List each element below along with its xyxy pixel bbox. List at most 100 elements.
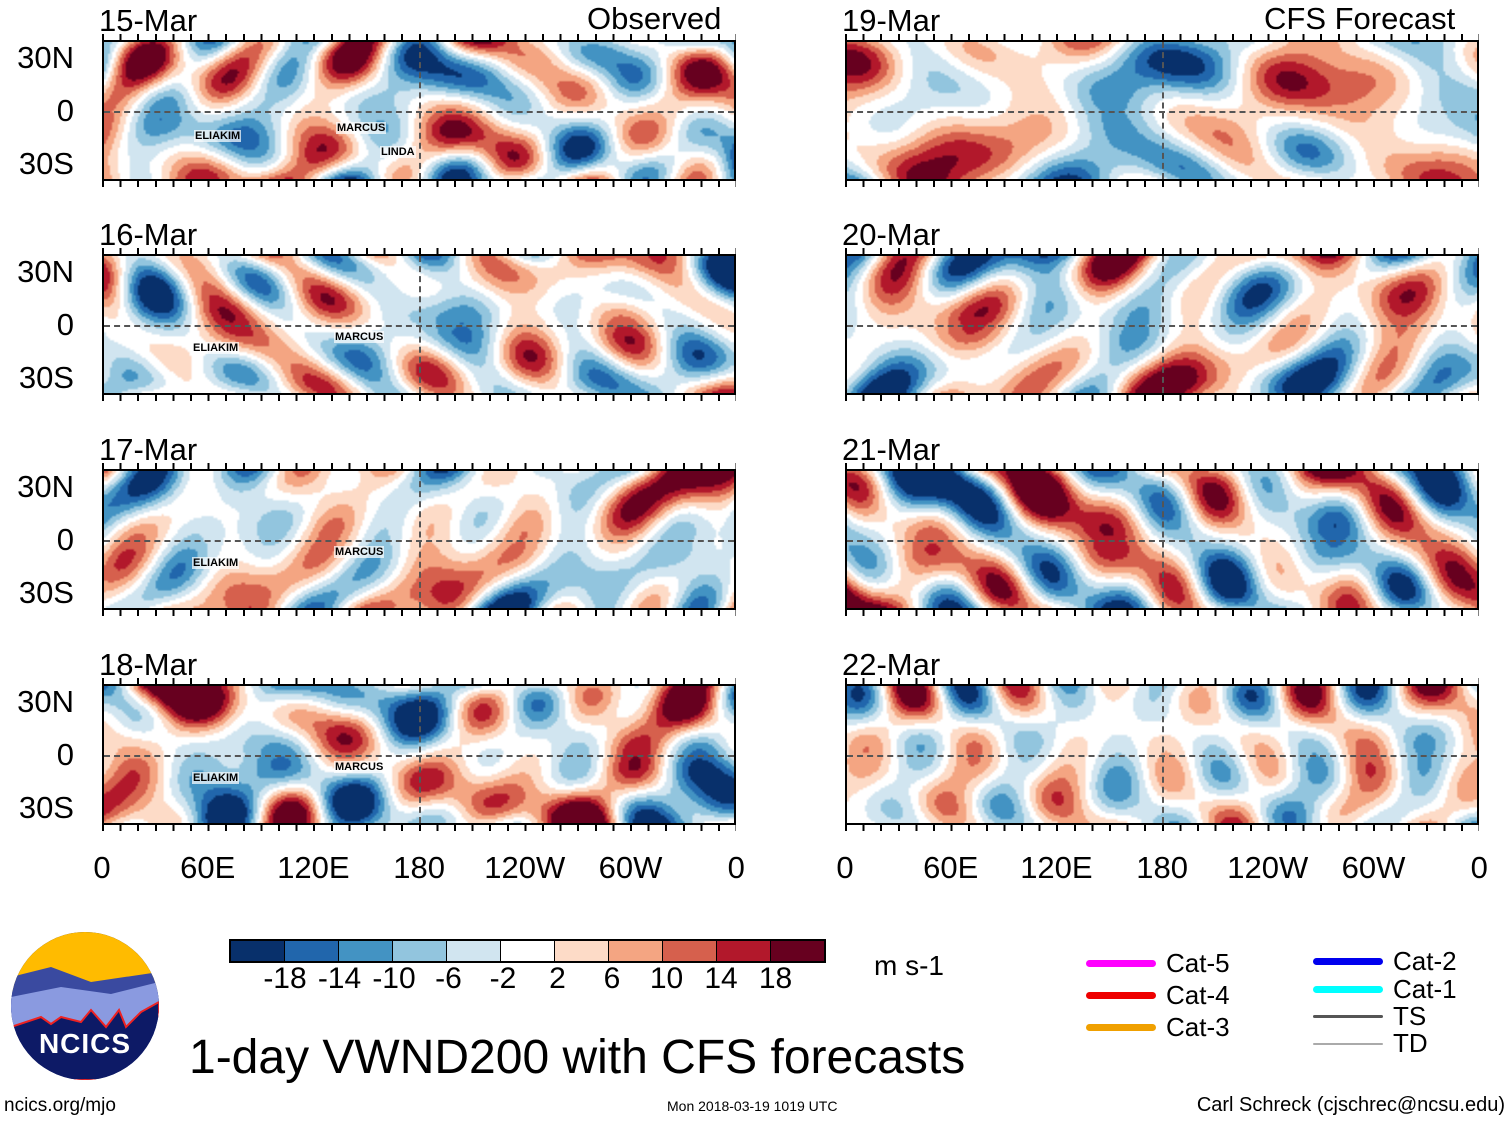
storm-label: ELIAKIM <box>194 130 242 142</box>
legend-label: Cat-1 <box>1393 974 1457 1004</box>
forecast-header: CFS Forecast <box>1264 1 1456 36</box>
credit: Carl Schreck (cjschrec@ncsu.edu) <box>1196 1094 1505 1116</box>
legend-label: Cat-4 <box>1166 980 1230 1010</box>
legend-line <box>1086 960 1156 967</box>
lon-label: 120E <box>1020 850 1093 885</box>
legend-item: Cat-2 <box>1313 946 1457 977</box>
colorbar-tick-label: 18 <box>758 962 793 995</box>
colorbar-tick-label: -6 <box>435 962 462 995</box>
legend-item: TS <box>1313 1001 1426 1032</box>
axis-ticks <box>102 34 736 40</box>
lon-label: 0 <box>1470 850 1488 885</box>
panel-date: 20-Mar <box>842 217 941 252</box>
map-panel: ELIAKIM MARCUS <box>102 678 736 831</box>
ncics-logo: NCICS <box>11 932 159 1080</box>
map-panel: ELIAKIM MARCUS <box>102 248 736 401</box>
colorbar-swatch <box>555 941 609 961</box>
axis-ticks <box>102 825 736 831</box>
map-panel <box>845 34 1479 187</box>
map-panel <box>845 248 1479 401</box>
dateline <box>419 256 421 393</box>
lat-label: 30S <box>18 790 74 825</box>
panel-date: 19-Mar <box>842 3 941 38</box>
lat-label: 30N <box>17 40 74 75</box>
panel-date: 15-Mar <box>99 3 198 38</box>
colorbar-swatch <box>663 941 717 961</box>
storm-label: MARCUS <box>334 546 385 558</box>
lon-label: 0 <box>836 850 854 885</box>
colorbar <box>229 939 826 963</box>
legend-line <box>1313 958 1383 965</box>
colorbar-swatch <box>771 941 824 961</box>
legend-line <box>1086 992 1156 999</box>
panel-date: 22-Mar <box>842 647 941 682</box>
legend-item: Cat-4 <box>1086 980 1230 1011</box>
axis-ticks <box>102 610 736 616</box>
legend-line <box>1086 1024 1156 1031</box>
panel-date: 17-Mar <box>99 432 198 467</box>
legend-item: Cat-1 <box>1313 974 1457 1005</box>
lon-label: 60E <box>180 850 236 885</box>
dateline <box>419 686 421 823</box>
axis-ticks <box>845 181 1479 187</box>
colorbar-tick-label: -10 <box>372 962 416 995</box>
colorbar-tick-label: -14 <box>317 962 362 995</box>
figure-title: 1-day VWND200 with CFS forecasts <box>189 1031 966 1084</box>
colorbar-swatch <box>501 941 555 961</box>
axis-ticks <box>845 34 1479 40</box>
map-panel <box>845 678 1479 831</box>
axis-ticks <box>845 825 1479 831</box>
colorbar-tick-label: 2 <box>549 962 566 995</box>
dateline <box>1162 42 1164 179</box>
legend-item: Cat-3 <box>1086 1012 1230 1043</box>
panel-date: 16-Mar <box>99 217 198 252</box>
colorbar-tick-label: 10 <box>649 962 684 995</box>
map-panel: ELIAKIM MARCUS <box>102 463 736 616</box>
colorbar-swatch <box>609 941 663 961</box>
axis-ticks <box>102 463 736 469</box>
legend-label: TS <box>1393 1001 1427 1031</box>
axis-ticks <box>102 248 736 254</box>
storm-label: ELIAKIM <box>192 557 240 569</box>
lon-label: 0 <box>93 850 111 885</box>
legend-line <box>1313 1015 1383 1018</box>
site-link[interactable]: ncics.org/mjo <box>4 1095 116 1116</box>
observed-header: Observed <box>587 1 722 36</box>
colorbar-swatch <box>393 941 447 961</box>
lon-label: 120W <box>1227 850 1309 885</box>
dateline <box>1162 686 1164 823</box>
lat-label: 0 <box>56 307 74 342</box>
colorbar-swatch <box>231 941 285 961</box>
legend-item: TD <box>1313 1028 1428 1059</box>
legend-label: Cat-2 <box>1393 946 1457 976</box>
legend-label: TD <box>1393 1028 1428 1058</box>
legend-label: Cat-5 <box>1166 948 1230 978</box>
storm-label: LINDA <box>380 146 416 158</box>
legend-line <box>1313 1042 1383 1045</box>
dateline <box>1162 256 1164 393</box>
lat-label: 30N <box>17 254 74 289</box>
dateline <box>1162 471 1164 608</box>
lon-label: 60E <box>923 850 979 885</box>
lat-label: 0 <box>56 522 74 557</box>
legend-line <box>1313 986 1383 993</box>
storm-label: MARCUS <box>336 122 387 134</box>
lat-label: 30S <box>18 360 74 395</box>
dateline <box>419 471 421 608</box>
axis-ticks <box>845 395 1479 401</box>
axis-ticks <box>102 181 736 187</box>
storm-label: ELIAKIM <box>192 772 240 784</box>
colorbar-swatch <box>285 941 339 961</box>
lon-label: 180 <box>1136 850 1188 885</box>
dateline <box>419 42 421 179</box>
axis-ticks <box>845 678 1479 684</box>
colorbar-swatch <box>717 941 771 961</box>
logo-text: NCICS <box>38 1028 132 1059</box>
colorbar-swatch <box>447 941 501 961</box>
lat-label: 0 <box>56 93 74 128</box>
map-panel <box>845 463 1479 616</box>
panel-date: 18-Mar <box>99 647 198 682</box>
lon-label: 60W <box>1341 850 1406 885</box>
colorbar-tick-label: -18 <box>263 962 307 995</box>
